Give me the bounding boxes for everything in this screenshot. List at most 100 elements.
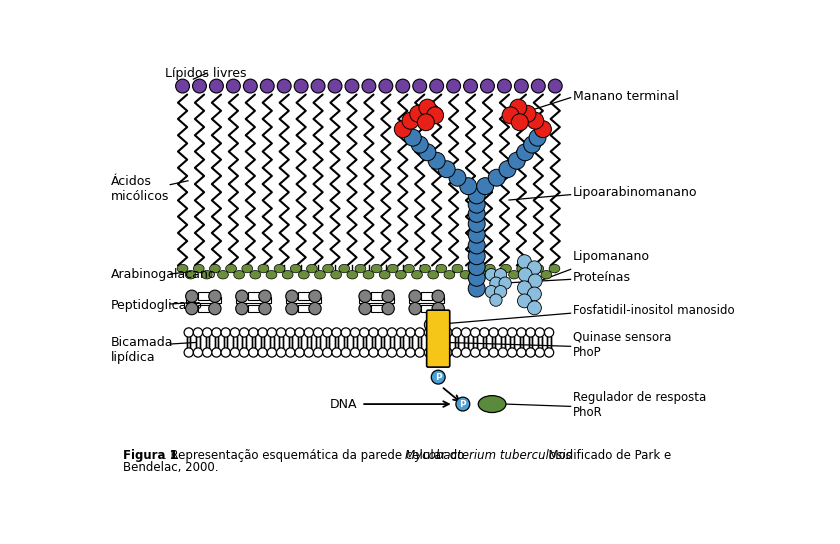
Circle shape bbox=[378, 348, 387, 357]
Ellipse shape bbox=[444, 270, 454, 279]
Circle shape bbox=[249, 348, 258, 357]
Circle shape bbox=[323, 328, 332, 337]
Circle shape bbox=[186, 302, 198, 315]
Bar bbox=[248, 293, 259, 300]
Ellipse shape bbox=[250, 270, 260, 279]
Ellipse shape bbox=[218, 270, 228, 279]
Ellipse shape bbox=[476, 270, 487, 279]
Ellipse shape bbox=[323, 264, 333, 273]
Circle shape bbox=[415, 348, 424, 357]
Circle shape bbox=[438, 161, 455, 178]
Circle shape bbox=[294, 79, 308, 93]
Circle shape bbox=[468, 280, 486, 297]
Circle shape bbox=[379, 79, 393, 93]
Ellipse shape bbox=[501, 264, 512, 273]
Ellipse shape bbox=[177, 264, 188, 273]
Circle shape bbox=[468, 226, 486, 243]
Ellipse shape bbox=[380, 270, 390, 279]
Ellipse shape bbox=[412, 270, 423, 279]
Circle shape bbox=[499, 161, 516, 178]
Ellipse shape bbox=[339, 264, 349, 273]
Circle shape bbox=[221, 328, 230, 337]
Circle shape bbox=[378, 328, 387, 337]
Circle shape bbox=[193, 348, 202, 357]
Circle shape bbox=[526, 328, 535, 337]
Circle shape bbox=[259, 302, 271, 315]
Circle shape bbox=[468, 248, 486, 265]
Circle shape bbox=[406, 348, 415, 357]
Circle shape bbox=[512, 114, 528, 131]
Text: Mycobacterium tuberculosis: Mycobacterium tuberculosis bbox=[405, 449, 572, 462]
Circle shape bbox=[517, 255, 532, 269]
Circle shape bbox=[313, 348, 323, 357]
Circle shape bbox=[409, 302, 422, 315]
Ellipse shape bbox=[478, 395, 506, 412]
Circle shape bbox=[431, 370, 445, 384]
Circle shape bbox=[186, 290, 198, 302]
Circle shape bbox=[286, 302, 298, 315]
Bar bbox=[236, 297, 271, 303]
Circle shape bbox=[332, 348, 341, 357]
Text: Bendelac, 2000.: Bendelac, 2000. bbox=[123, 461, 218, 474]
Circle shape bbox=[236, 302, 248, 315]
Circle shape bbox=[499, 277, 512, 289]
Circle shape bbox=[209, 290, 221, 302]
Ellipse shape bbox=[403, 264, 414, 273]
Circle shape bbox=[535, 348, 544, 357]
Circle shape bbox=[184, 328, 193, 337]
Text: Ácidos
micólicos: Ácidos micólicos bbox=[111, 175, 170, 203]
Circle shape bbox=[286, 328, 295, 337]
Bar bbox=[286, 297, 321, 303]
Ellipse shape bbox=[517, 264, 528, 273]
Text: DNA: DNA bbox=[330, 398, 357, 411]
Circle shape bbox=[419, 144, 436, 161]
Text: Quinase sensora
PhoP: Quinase sensora PhoP bbox=[573, 331, 671, 359]
Ellipse shape bbox=[315, 270, 325, 279]
Bar bbox=[198, 293, 209, 300]
Circle shape bbox=[498, 348, 507, 357]
Circle shape bbox=[309, 302, 321, 315]
Ellipse shape bbox=[355, 264, 366, 273]
Bar bbox=[186, 297, 221, 303]
Ellipse shape bbox=[509, 270, 519, 279]
Circle shape bbox=[221, 348, 230, 357]
Ellipse shape bbox=[193, 264, 204, 273]
Circle shape bbox=[523, 136, 541, 153]
Circle shape bbox=[267, 348, 276, 357]
Bar bbox=[409, 297, 444, 303]
Ellipse shape bbox=[347, 270, 358, 279]
Circle shape bbox=[461, 328, 470, 337]
Circle shape bbox=[267, 328, 276, 337]
Circle shape bbox=[387, 348, 396, 357]
Circle shape bbox=[514, 79, 528, 93]
Circle shape bbox=[517, 281, 532, 295]
Circle shape bbox=[528, 274, 542, 288]
Circle shape bbox=[239, 348, 249, 357]
Circle shape bbox=[396, 328, 406, 337]
Circle shape bbox=[192, 79, 207, 93]
Ellipse shape bbox=[291, 264, 302, 273]
Circle shape bbox=[480, 79, 495, 93]
Circle shape bbox=[410, 106, 427, 122]
Circle shape bbox=[528, 287, 542, 301]
Circle shape bbox=[295, 328, 304, 337]
Circle shape bbox=[517, 144, 533, 161]
Circle shape bbox=[480, 328, 489, 337]
Ellipse shape bbox=[436, 264, 447, 273]
Text: Lípidos livres: Lípidos livres bbox=[165, 67, 246, 80]
Text: Peptidoglicano: Peptidoglicano bbox=[111, 299, 202, 312]
Bar bbox=[422, 293, 432, 300]
Circle shape bbox=[464, 79, 477, 93]
Ellipse shape bbox=[396, 270, 407, 279]
Circle shape bbox=[360, 348, 369, 357]
Circle shape bbox=[456, 397, 470, 411]
Ellipse shape bbox=[209, 264, 220, 273]
FancyBboxPatch shape bbox=[427, 310, 449, 367]
Circle shape bbox=[497, 79, 512, 93]
Ellipse shape bbox=[186, 270, 196, 279]
Circle shape bbox=[532, 79, 545, 93]
Circle shape bbox=[459, 178, 477, 195]
Circle shape bbox=[396, 348, 406, 357]
Circle shape bbox=[394, 121, 412, 138]
Ellipse shape bbox=[266, 270, 277, 279]
